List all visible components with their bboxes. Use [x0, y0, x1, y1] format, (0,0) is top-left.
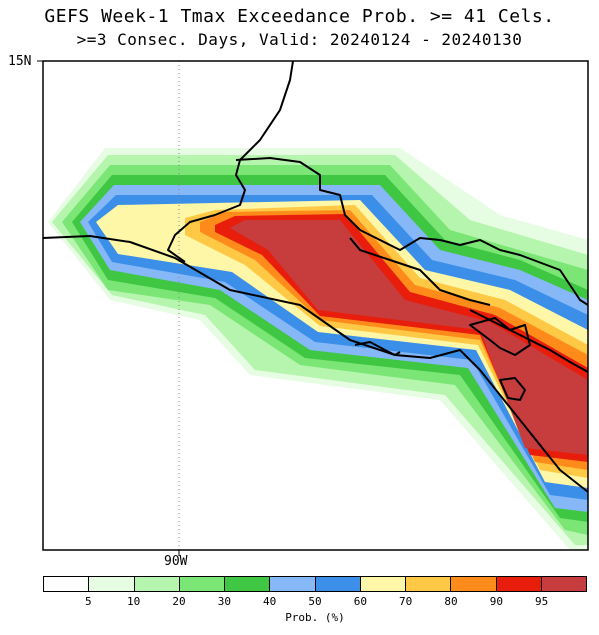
contour-95	[230, 220, 588, 455]
colorbar-tick-label: 20	[172, 595, 186, 608]
colorbar-segment	[451, 577, 497, 591]
colorbar-segment	[541, 577, 586, 591]
el-salvador-border	[349, 237, 491, 306]
title-line-1: GEFS Week-1 Tmax Exceedance Prob. >= 41 …	[44, 6, 555, 27]
colorbar-tick-label: 90	[489, 595, 503, 608]
colorbar-tick-label: 40	[263, 595, 277, 608]
colorbar-segment	[406, 577, 452, 591]
contour-50	[88, 195, 588, 500]
colorbar-tick-label: 30	[217, 595, 231, 608]
colorbar-segment	[89, 577, 135, 591]
colorbar-tick-label: 95	[535, 595, 549, 608]
colorbar-tick-label: 50	[308, 595, 322, 608]
colorbar-segment	[496, 577, 542, 591]
colorbar-segment	[179, 577, 225, 591]
pacific-coast	[42, 235, 589, 493]
guatemala-border-west	[167, 60, 294, 263]
colorbar-tick-label: 5	[85, 595, 92, 608]
coast-inlet	[354, 341, 401, 356]
lake-nicaragua	[499, 377, 526, 401]
colorbar-segment	[44, 577, 90, 591]
coastlines	[42, 60, 589, 493]
gulf-of-fonseca	[469, 317, 531, 356]
colorbar-tick-label: 60	[353, 595, 367, 608]
colorbar-segment	[315, 577, 361, 591]
colorbar-segment	[225, 577, 271, 591]
colorbar-label: Prob. (%)	[285, 611, 345, 624]
guatemala-east	[235, 157, 589, 306]
lon-label-90w: 90W	[164, 554, 188, 569]
colorbar-segment	[134, 577, 180, 591]
probability-contours	[48, 148, 588, 550]
colorbar-tick-label: 80	[444, 595, 458, 608]
colorbar-tick-label: 10	[127, 595, 141, 608]
colorbar-tick-label: 70	[399, 595, 413, 608]
probability-map	[37, 60, 589, 556]
colorbar-segment	[360, 577, 406, 591]
map-frame	[42, 60, 589, 551]
colorbar-segment	[270, 577, 316, 591]
colorbar	[43, 576, 587, 592]
lat-label-15n: 15N	[8, 54, 32, 69]
title-line-2: >=3 Consec. Days, Valid: 20240124 - 2024…	[76, 30, 523, 49]
